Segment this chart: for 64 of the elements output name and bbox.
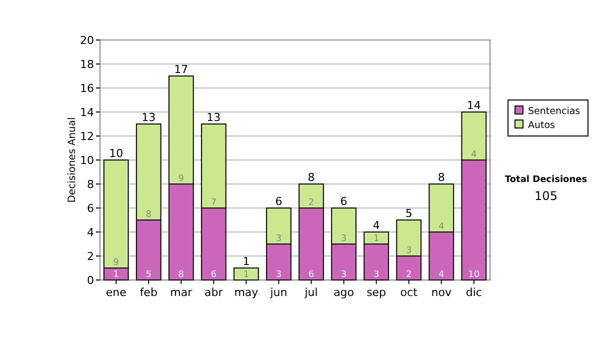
data-label: 3 (276, 234, 282, 244)
legend-label: Autos (528, 120, 556, 131)
total-label: 4 (372, 219, 380, 232)
data-label: 9 (178, 174, 184, 184)
legend-label: Sentencias (528, 106, 580, 117)
data-label: 6 (210, 270, 217, 280)
y-tick-label: 16 (80, 82, 94, 95)
total-label: 6 (340, 195, 348, 208)
y-tick-label: 6 (87, 202, 94, 215)
y-tick-label: 18 (80, 58, 94, 71)
data-label: 8 (178, 270, 184, 280)
total-label: 13 (142, 111, 156, 124)
data-label: 3 (373, 270, 380, 280)
y-tick-label: 8 (87, 178, 94, 191)
text: 105 (534, 189, 558, 203)
x-tick-label: oct (400, 286, 418, 299)
x-tick-label: may (234, 286, 259, 299)
data-label: 3 (276, 270, 282, 280)
total-label: 13 (206, 111, 221, 124)
data-label: 4 (438, 222, 445, 232)
x-tick-label: abr (204, 286, 224, 299)
total-label: 14 (466, 99, 481, 112)
x-tick-label: nov (431, 286, 452, 299)
x-tick-label: jun (269, 286, 288, 299)
data-label: 2 (308, 198, 314, 208)
total-label: 17 (174, 63, 188, 76)
bar (234, 268, 259, 280)
data-label: 7 (210, 198, 217, 208)
y-tick-label: 20 (80, 34, 94, 47)
y-tick-label: 0 (87, 274, 94, 287)
y-tick-label: 4 (87, 226, 94, 239)
total-label: 1 (242, 255, 250, 268)
y-tick-label: 2 (87, 250, 94, 263)
data-label: 3 (340, 234, 347, 244)
total-label: 8 (438, 171, 445, 184)
y-tick-label: 12 (80, 130, 94, 143)
x-tick-label: ene (106, 286, 127, 299)
x-tick-label: dic (466, 286, 482, 299)
y-axis-title: Decisiones Anual (67, 117, 78, 203)
data-label: 4 (471, 150, 478, 160)
total-label: 8 (308, 171, 315, 184)
data-label: 2 (406, 270, 412, 280)
text: Total Decisiones (504, 175, 588, 185)
total-label: 6 (275, 195, 282, 208)
y-tick-label: 10 (80, 154, 94, 167)
x-tick-label: feb (140, 286, 158, 299)
data-label: 8 (146, 210, 152, 220)
data-label: 1 (243, 270, 250, 280)
data-label: 6 (308, 270, 314, 280)
data-label: 1 (113, 270, 119, 280)
total-label: 5 (405, 207, 412, 220)
data-label: 1 (373, 234, 380, 244)
data-label: 3 (340, 270, 347, 280)
x-tick-label: ago (334, 286, 354, 299)
data-label: 4 (438, 270, 445, 280)
total-label: 10 (109, 147, 124, 160)
data-label: 3 (406, 246, 412, 256)
x-tick-label: mar (170, 286, 193, 299)
data-label: 10 (468, 270, 480, 280)
x-tick-label: sep (366, 286, 386, 299)
y-tick-label: 14 (80, 106, 94, 119)
data-label: 9 (113, 258, 120, 268)
data-label: 5 (146, 270, 152, 280)
x-tick-label: jul (304, 286, 318, 299)
